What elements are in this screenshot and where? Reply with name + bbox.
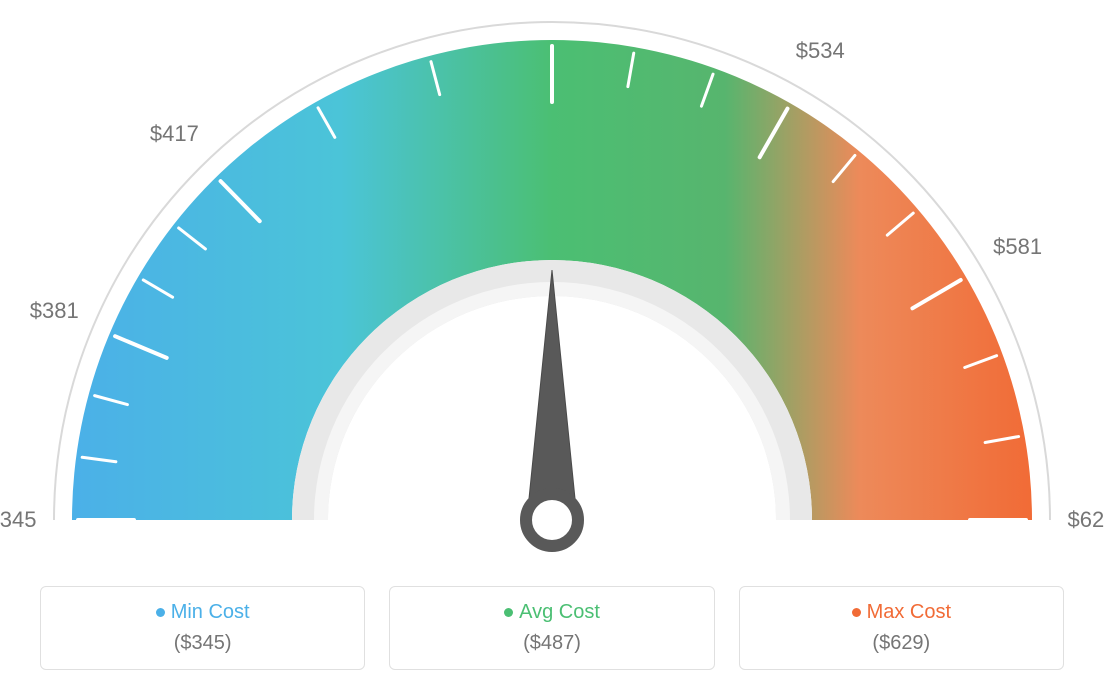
dot-icon bbox=[156, 608, 165, 617]
legend-avg-text: Avg Cost bbox=[519, 601, 600, 623]
legend-avg: Avg Cost ($487) bbox=[389, 586, 714, 670]
cost-gauge-widget: $345$381$417$487$534$581$629 Min Cost ($… bbox=[0, 0, 1104, 690]
gauge-tick-label: $581 bbox=[993, 234, 1042, 260]
legend-max-label: Max Cost bbox=[740, 601, 1063, 624]
legend-min-text: Min Cost bbox=[171, 601, 250, 623]
legend-min: Min Cost ($345) bbox=[40, 586, 365, 670]
dot-icon bbox=[852, 608, 861, 617]
legend-max: Max Cost ($629) bbox=[739, 586, 1064, 670]
legend-max-text: Max Cost bbox=[867, 601, 951, 623]
gauge-chart: $345$381$417$487$534$581$629 bbox=[0, 0, 1104, 560]
legend-max-value: ($629) bbox=[740, 632, 1063, 655]
gauge-tick-label: $629 bbox=[1068, 507, 1104, 533]
legend-min-label: Min Cost bbox=[41, 601, 364, 624]
gauge-svg bbox=[0, 0, 1104, 560]
dot-icon bbox=[504, 608, 513, 617]
legend-avg-label: Avg Cost bbox=[390, 601, 713, 624]
legend-min-value: ($345) bbox=[41, 632, 364, 655]
gauge-tick-label: $345 bbox=[0, 507, 36, 533]
gauge-tick-label: $381 bbox=[30, 298, 79, 324]
gauge-tick-label: $534 bbox=[796, 38, 845, 64]
legend: Min Cost ($345) Avg Cost ($487) Max Cost… bbox=[0, 586, 1104, 670]
gauge-tick-label: $417 bbox=[150, 121, 199, 147]
legend-avg-value: ($487) bbox=[390, 632, 713, 655]
